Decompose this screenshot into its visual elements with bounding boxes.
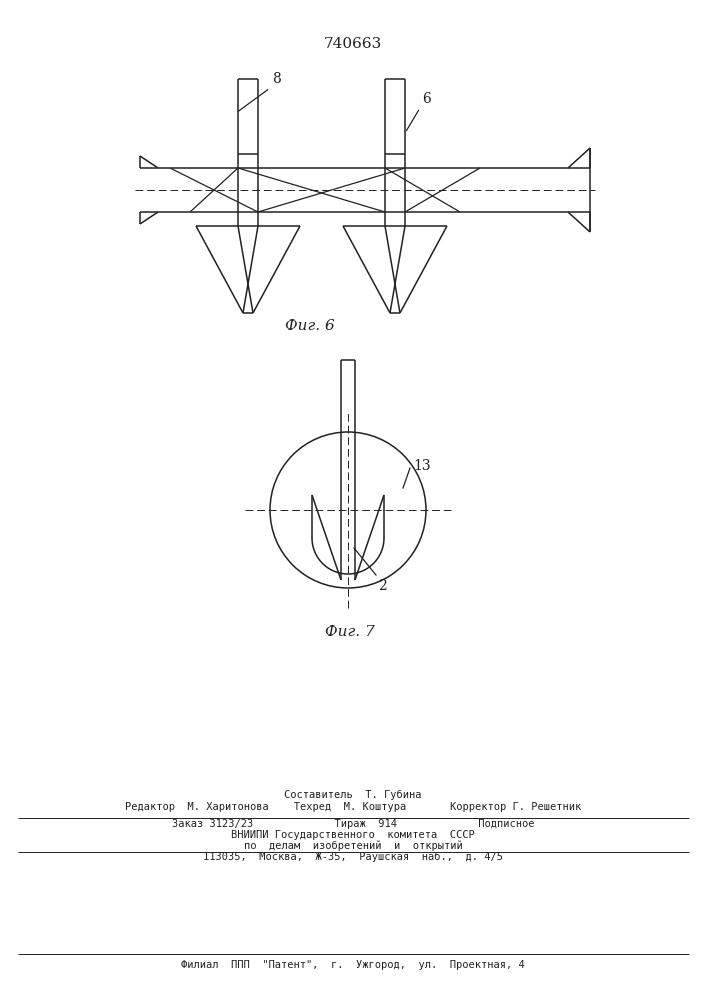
Text: 6: 6 (422, 92, 431, 106)
Text: Составитель  Т. Губина: Составитель Т. Губина (284, 790, 422, 800)
Text: 2: 2 (378, 579, 387, 593)
Text: Редактор  М. Харитонова    Техред  М. Коштура       Корректор Г. Решетник: Редактор М. Харитонова Техред М. Коштура… (125, 802, 581, 812)
Text: 8: 8 (272, 72, 281, 86)
Text: ВНИИПИ Государственного  комитета  СССР: ВНИИПИ Государственного комитета СССР (231, 830, 475, 840)
Text: 113035,  Москва,  Ж-35,  Раушская  наб.,  д. 4/5: 113035, Москва, Ж-35, Раушская наб., д. … (203, 852, 503, 862)
Text: 13: 13 (413, 459, 431, 473)
Text: Заказ 3123/23             Тираж  914             Подписное: Заказ 3123/23 Тираж 914 Подписное (172, 819, 534, 829)
Text: Фиг. 7: Фиг. 7 (325, 625, 375, 639)
Text: 740663: 740663 (324, 37, 382, 51)
Text: по  делам  изобретений  и  открытий: по делам изобретений и открытий (244, 840, 462, 851)
Text: Фиг. 6: Фиг. 6 (285, 319, 335, 333)
Text: Филиал  ППП  "Патент",  г.  Ужгород,  ул.  Проектная, 4: Филиал ППП "Патент", г. Ужгород, ул. Про… (181, 960, 525, 970)
